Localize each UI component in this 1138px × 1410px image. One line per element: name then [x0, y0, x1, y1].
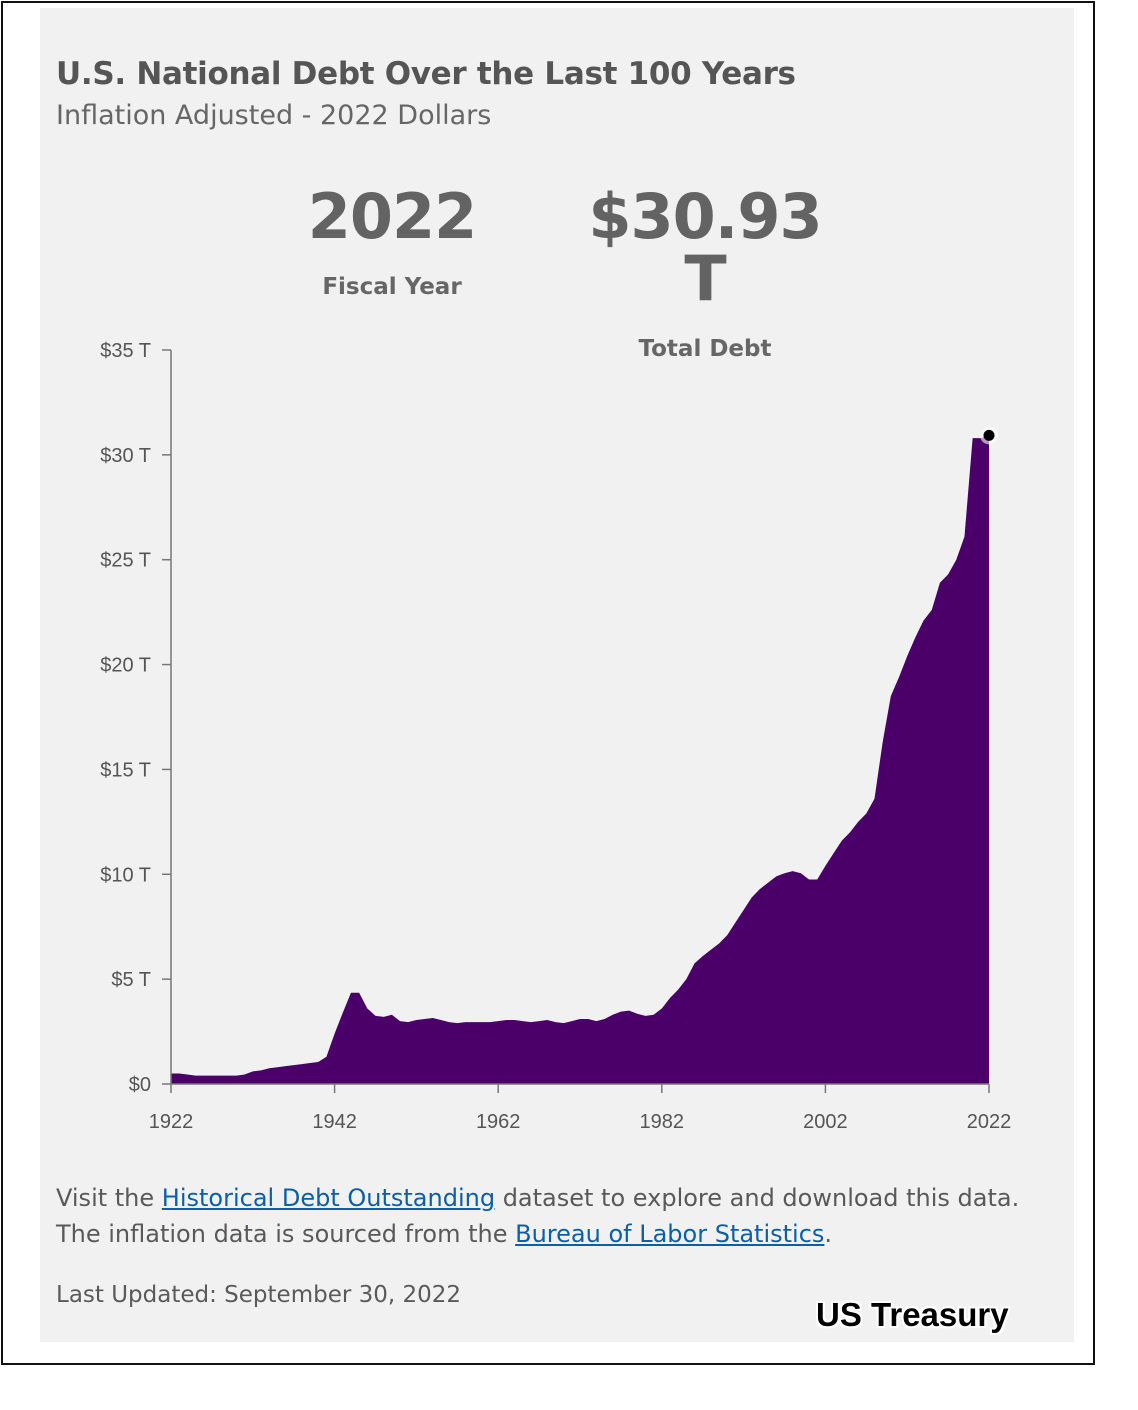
y-tick-label: $5 T	[111, 969, 151, 991]
x-tick-label: 1982	[640, 1111, 685, 1133]
y-tick-label: $35 T	[100, 340, 151, 362]
y-tick-label: $0	[129, 1074, 151, 1096]
chart-title: U.S. National Debt Over the Last 100 Yea…	[56, 56, 796, 92]
x-tick-label: 1962	[476, 1111, 521, 1133]
us-treasury-watermark: US Treasury	[816, 1296, 1009, 1333]
debt-area-chart: $0 $5 T $10 T $15 T $20 T $25 T $30 T $35 T 1922…	[100, 340, 1012, 1133]
y-tick-label: $10 T	[100, 864, 151, 886]
footer-text-1: Visit the	[56, 1184, 162, 1212]
y-tick-label: $20 T	[100, 655, 151, 677]
y-tick-label: $15 T	[100, 759, 151, 781]
fiscal-year-label: Fiscal Year	[322, 274, 462, 300]
x-tick-label: 2022	[967, 1111, 1012, 1133]
total-debt-stat: $30.93 T Total Debt	[560, 180, 850, 363]
chart-subtitle: Inflation Adjusted - 2022 Dollars	[56, 100, 492, 131]
x-tick-label: 1922	[149, 1111, 194, 1133]
bls-link[interactable]: Bureau of Labor Statistics	[515, 1220, 825, 1248]
historical-debt-link[interactable]: Historical Debt Outstanding	[161, 1184, 496, 1212]
last-updated: Last Updated: September 30, 2022	[56, 1282, 462, 1308]
total-debt-value: $30.93 T	[588, 180, 822, 315]
footer-text-2: dataset to explore and download this dat…	[56, 1184, 1020, 1248]
debt-area	[171, 435, 989, 1085]
x-tick-label: 2002	[803, 1111, 848, 1133]
y-tick-label: $30 T	[100, 445, 151, 467]
x-tick-label: 1942	[312, 1111, 357, 1133]
footer-note: Visit the Historical Debt Outstanding da…	[56, 1180, 1056, 1252]
highlight-point	[983, 429, 995, 441]
footer-text-3: .	[824, 1220, 833, 1248]
total-debt-label: Total Debt	[638, 336, 772, 362]
y-tick-label: $25 T	[100, 550, 151, 572]
fiscal-year-stat: 2022 Fiscal Year	[292, 180, 492, 301]
fiscal-year-value: 2022	[307, 180, 478, 253]
